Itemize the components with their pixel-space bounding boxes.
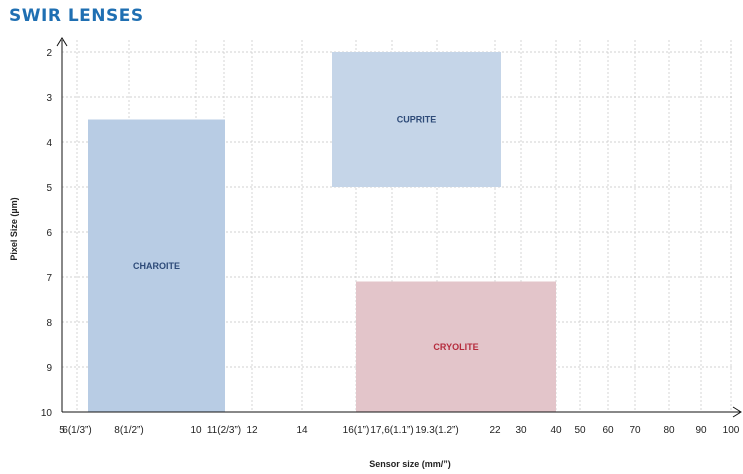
x-tick-label: 80 (663, 425, 675, 436)
x-tick-label: 22 (489, 425, 501, 436)
y-tick-label: 8 (46, 318, 52, 329)
x-tick-label: 70 (629, 425, 641, 436)
x-tick-label: 17,6(1.1”) (370, 425, 413, 436)
y-tick-label: 5 (46, 183, 52, 194)
y-tick-label: 3 (46, 93, 52, 104)
region-label-cryolite: CRYOLITE (433, 342, 478, 352)
axes (56, 37, 742, 418)
region-cryolite (356, 281, 556, 412)
region-cuprite (332, 52, 501, 187)
region-label-cuprite: CUPRITE (397, 115, 437, 125)
x-tick-label: 60 (602, 425, 614, 436)
x-tick-label: 19.3(1.2”) (415, 425, 458, 436)
y-tick-label: 2 (46, 48, 52, 59)
x-tick-label: 40 (550, 425, 562, 436)
y-tick-label: 9 (46, 363, 52, 374)
y-axis-arrow (56, 37, 68, 47)
region-label-charoite: CHAROITE (133, 261, 180, 271)
x-tick-label: 5 (59, 425, 65, 436)
x-tick-label: 10 (190, 425, 202, 436)
x-tick-label: 100 (723, 425, 740, 436)
x-tick-label: 90 (695, 425, 707, 436)
regions: CHAROITE CUPRITE CRYOLITE (88, 52, 556, 412)
y-tick-label: 7 (46, 273, 52, 284)
x-axis-arrow (732, 406, 742, 418)
x-axis-title: Sensor size (mm/”) (369, 459, 451, 469)
x-tick-label: 30 (515, 425, 527, 436)
x-tick-label: 16(1”) (343, 425, 370, 436)
x-tick-label: 11(2/3”) (207, 425, 241, 436)
y-tick-label: 10 (41, 408, 53, 419)
y-tick-labels: 2 3 4 5 6 7 8 9 10 (41, 48, 53, 419)
y-tick-label: 4 (46, 138, 52, 149)
x-tick-label: 50 (574, 425, 586, 436)
x-tick-label: 8(1/2”) (114, 425, 143, 436)
y-axis-title: Pixel Size (µm) (9, 197, 19, 260)
x-tick-label: 6(1/3”) (62, 425, 91, 436)
x-tick-labels: 56(1/3”) 8(1/2”) 10 11(2/3”) 12 14 16(1”) 17,6(… (59, 425, 740, 436)
page-title: SWIR LENSES (9, 6, 144, 26)
x-tick-label: 14 (296, 425, 308, 436)
region-charoite (88, 119, 225, 412)
y-tick-label: 6 (46, 228, 52, 239)
x-tick-label: 12 (246, 425, 258, 436)
